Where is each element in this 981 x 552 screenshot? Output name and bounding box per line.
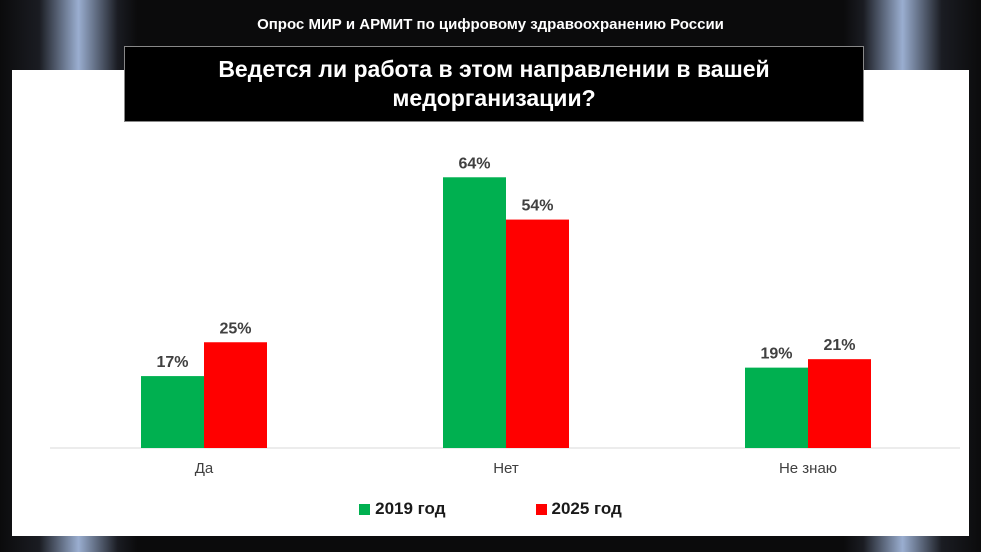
category-label-0: Да bbox=[195, 460, 214, 477]
bar-2025-1 bbox=[506, 219, 569, 448]
data-label-2019-0: 17% bbox=[156, 354, 188, 371]
page-header: Опрос МИР и АРМИТ по цифровому здравоохр… bbox=[257, 16, 724, 33]
legend: 2019 год 2025 год bbox=[0, 499, 981, 519]
category-label-2: Не знаю bbox=[779, 460, 837, 477]
legend-label-2025: 2025 год bbox=[551, 499, 622, 518]
data-label-2019-2: 19% bbox=[760, 346, 792, 363]
bar-2025-2 bbox=[808, 359, 871, 448]
data-label-2019-1: 64% bbox=[458, 155, 490, 172]
data-label-2025-0: 25% bbox=[219, 320, 251, 337]
bar-2019-2 bbox=[745, 367, 808, 448]
legend-label-2019: 2019 год bbox=[375, 499, 446, 518]
chart-title: Ведется ли работа в этом направлении в в… bbox=[124, 46, 864, 122]
legend-swatch-2025 bbox=[535, 503, 547, 515]
legend-item-2019: 2019 год bbox=[359, 499, 446, 519]
category-label-1: Нет bbox=[493, 460, 519, 477]
legend-swatch-2019 bbox=[359, 503, 371, 515]
data-label-2025-1: 54% bbox=[521, 198, 553, 215]
data-label-2025-2: 21% bbox=[823, 337, 855, 354]
bar-2019-1 bbox=[443, 177, 506, 448]
legend-item-2025: 2025 год bbox=[535, 499, 622, 519]
bar-2025-0 bbox=[204, 342, 267, 448]
bar-2019-0 bbox=[141, 376, 204, 448]
